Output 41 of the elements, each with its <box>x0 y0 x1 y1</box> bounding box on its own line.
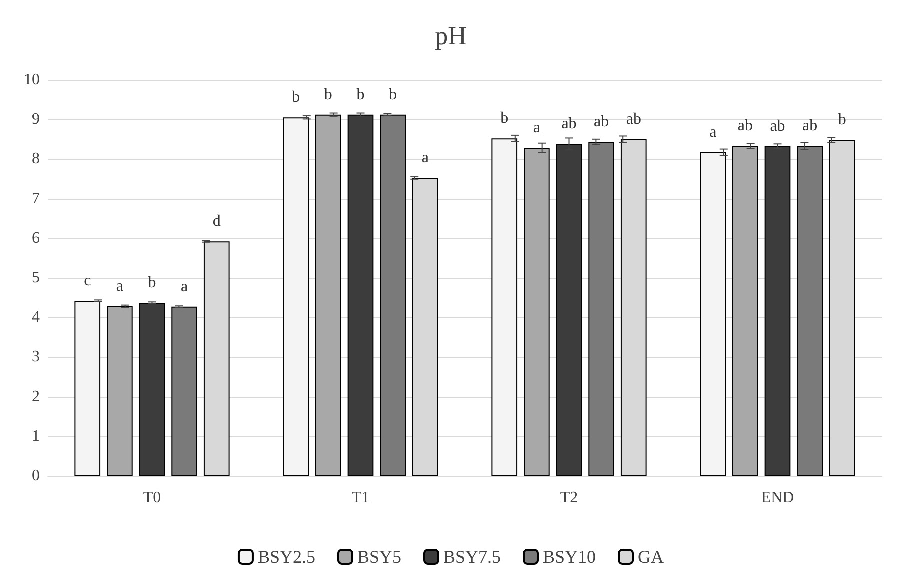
data-label: a <box>422 150 429 167</box>
y-tick-label: 5 <box>32 270 40 286</box>
data-label: ab <box>802 118 818 135</box>
legend-label: GA <box>638 547 664 567</box>
y-tick-label: 0 <box>32 468 40 484</box>
data-label: ab <box>770 118 786 136</box>
data-label: a <box>710 124 717 141</box>
y-tick-label: 4 <box>32 309 40 326</box>
y-tick-label: 3 <box>32 348 40 366</box>
data-label: a <box>533 120 540 137</box>
data-label: a <box>116 278 124 296</box>
data-label: c <box>84 272 92 290</box>
data-label: b <box>389 86 398 104</box>
y-tick-label: 2 <box>32 388 40 406</box>
data-label: b <box>838 112 846 129</box>
data-label: b <box>324 86 332 104</box>
data-label: ab <box>594 114 610 131</box>
y-tick-label: 7 <box>32 190 40 208</box>
legend-label: BSY2.5 <box>258 547 316 567</box>
y-tick-label: 9 <box>32 111 40 128</box>
data-label: d <box>212 213 221 230</box>
data-label: a <box>181 278 188 296</box>
x-tick-label: END <box>761 490 794 506</box>
y-tick-label: 6 <box>32 230 40 247</box>
y-tick-label: 10 <box>24 72 40 88</box>
y-tick-label: 8 <box>32 150 40 168</box>
data-label: ab <box>562 116 577 133</box>
legend-label: BSY10 <box>543 547 596 567</box>
legend-label: BSY5 <box>357 547 402 567</box>
x-tick-label: T0 <box>143 490 162 506</box>
x-tick-label: T2 <box>560 490 578 506</box>
x-tick-label: T1 <box>352 490 370 506</box>
chart-title: pH <box>435 22 468 50</box>
data-label: ab <box>626 110 642 128</box>
data-label: b <box>356 86 365 104</box>
data-label: b <box>148 274 156 292</box>
data-label: b <box>500 110 509 128</box>
data-label: b <box>292 89 300 106</box>
data-label: ab <box>738 118 753 135</box>
y-tick-label: 1 <box>32 428 40 445</box>
legend-label: BSY7.5 <box>444 547 502 567</box>
